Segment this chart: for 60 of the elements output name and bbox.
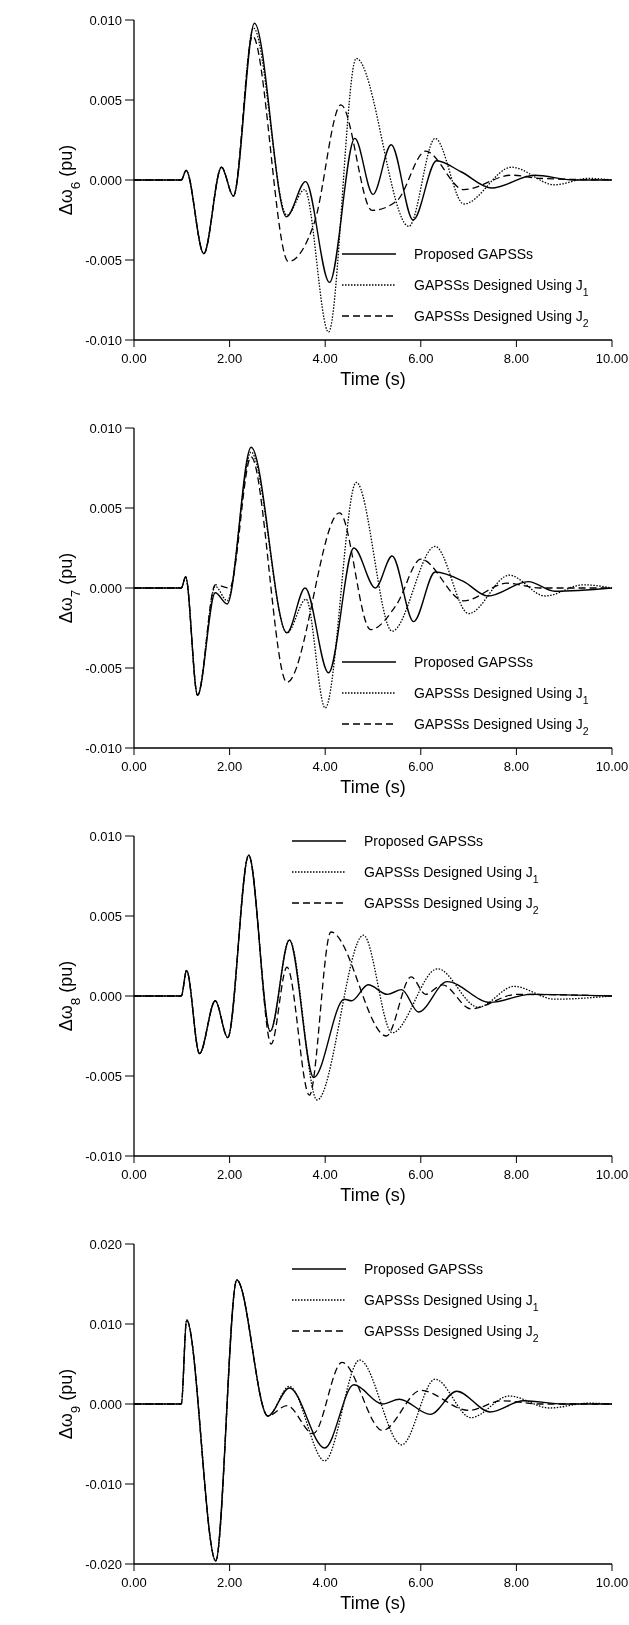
y-tick-label: -0.010 — [85, 332, 122, 348]
y-tick-label: 0.000 — [89, 172, 122, 188]
legend-label: GAPSSs Designed Using J$_{1}$ — [414, 276, 589, 298]
y-tick-label: 0.020 — [89, 1236, 122, 1252]
x-axis-title: Time (s) — [340, 777, 406, 797]
y-tick-label: -0.010 — [85, 1148, 122, 1164]
x-tick-label: 0.00 — [121, 351, 147, 366]
legend-label: GAPSSs Designed Using J$_{2}$ — [414, 715, 589, 737]
x-tick-label: 6.00 — [408, 351, 434, 366]
y-tick-label: -0.010 — [85, 1476, 122, 1492]
x-tick-label: 6.00 — [408, 1167, 434, 1182]
x-tick-label: 6.00 — [408, 1575, 434, 1590]
x-tick-label: 0.00 — [121, 1167, 147, 1182]
legend-label: GAPSSs Designed Using J$_{1}$ — [414, 684, 589, 706]
x-axis-title: Time (s) — [340, 1593, 406, 1613]
y-tick-label: 0.000 — [89, 988, 122, 1004]
x-tick-label: 4.00 — [312, 351, 338, 366]
y-tick-label: 0.010 — [89, 420, 122, 436]
y-tick-label: -0.005 — [85, 1068, 122, 1084]
x-tick-label: 8.00 — [503, 1167, 530, 1182]
y-tick-label: 0.010 — [89, 828, 122, 844]
x-tick-label: 2.00 — [216, 351, 243, 366]
x-tick-label: 4.00 — [312, 759, 338, 774]
legend-label: Proposed GAPSSs — [414, 245, 534, 262]
x-axis-title: Time (s) — [340, 1185, 406, 1205]
x-tick-label: 8.00 — [503, 351, 530, 366]
x-tick-label: 10.00 — [595, 1575, 629, 1590]
x-tick-label: 0.00 — [121, 759, 147, 774]
x-tick-label: 8.00 — [503, 759, 530, 774]
y-tick-label: -0.005 — [85, 660, 122, 676]
legend-label: GAPSSs Designed Using J$_{2}$ — [364, 894, 539, 916]
y-tick-label: 0.010 — [89, 12, 122, 28]
y-tick-label: 0.000 — [89, 1396, 122, 1412]
x-tick-label: 2.00 — [216, 1575, 243, 1590]
legend-label: Proposed GAPSSs — [364, 1260, 484, 1277]
x-tick-label: 6.00 — [408, 759, 434, 774]
x-tick-label: 10.00 — [595, 1167, 629, 1182]
legend-label: GAPSSs Designed Using J$_{2}$ — [414, 307, 589, 329]
y-tick-label: -0.010 — [85, 740, 122, 756]
x-tick-label: 4.00 — [312, 1575, 338, 1590]
legend-label: Proposed GAPSSs — [414, 653, 534, 670]
x-tick-label: 2.00 — [216, 1167, 243, 1182]
x-tick-label: 4.00 — [312, 1167, 338, 1182]
legend-label: GAPSSs Designed Using J$_{2}$ — [364, 1322, 539, 1344]
legend-label: GAPSSs Designed Using J$_{1}$ — [364, 1291, 539, 1313]
y-tick-label: -0.005 — [85, 252, 122, 268]
y-tick-label: 0.005 — [89, 92, 122, 108]
y-tick-label: 0.000 — [89, 580, 122, 596]
x-tick-label: 0.00 — [121, 1575, 147, 1590]
y-tick-label: 0.010 — [89, 1316, 122, 1332]
legend-label: Proposed GAPSSs — [364, 832, 484, 849]
x-tick-label: 10.00 — [595, 351, 629, 366]
x-tick-label: 10.00 — [595, 759, 629, 774]
legend-label: GAPSSs Designed Using J$_{1}$ — [364, 863, 539, 885]
x-tick-label: 2.00 — [216, 759, 243, 774]
x-tick-label: 8.00 — [503, 1575, 530, 1590]
y-tick-label: -0.020 — [85, 1556, 122, 1572]
y-tick-label: 0.005 — [89, 500, 122, 516]
y-tick-label: 0.005 — [89, 908, 122, 924]
x-axis-title: Time (s) — [340, 369, 406, 389]
